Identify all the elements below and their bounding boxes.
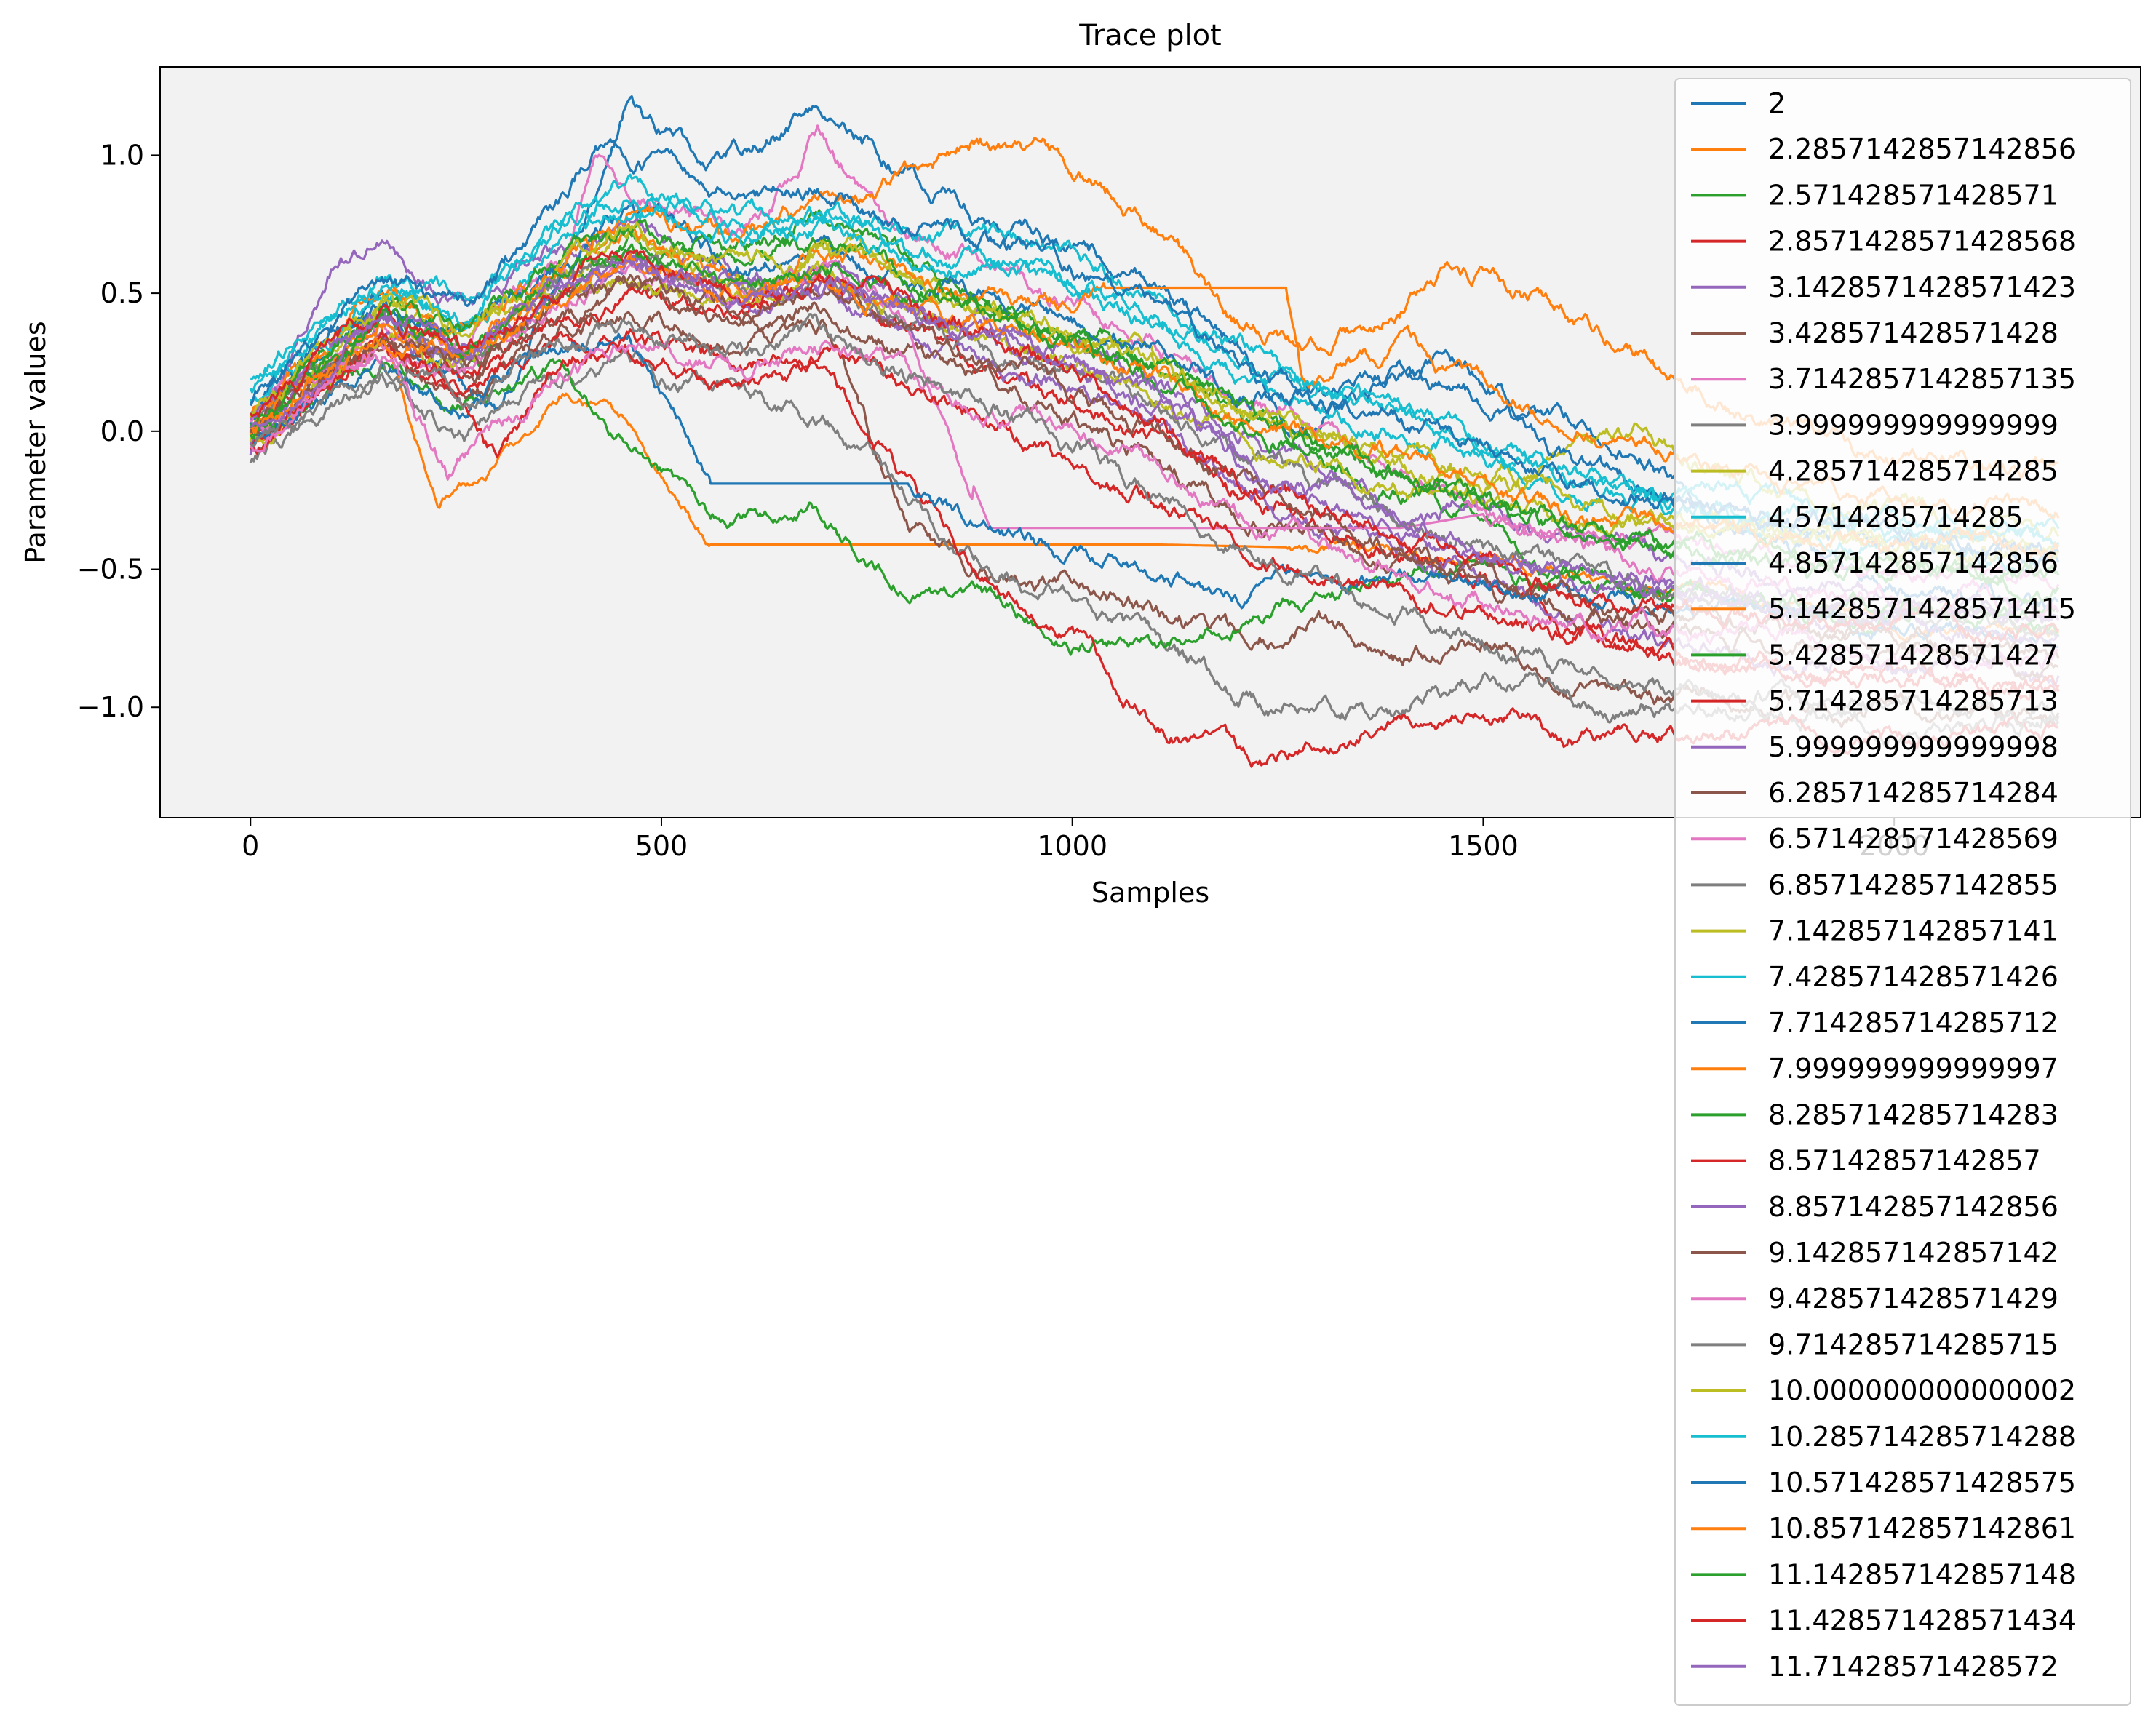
legend-label: 11.142857142857148 bbox=[1768, 1558, 2076, 1590]
legend-label: 2.2857142857142856 bbox=[1768, 133, 2076, 165]
plot-frame bbox=[159, 66, 2141, 818]
legend-label: 10.000000000000002 bbox=[1768, 1375, 2076, 1407]
chart-title: Trace plot bbox=[1078, 19, 1222, 52]
y-tick-label: 0.5 bbox=[100, 277, 144, 309]
legend: 2 2.2857142857142856 2.571428571428571 2.85… bbox=[1674, 78, 2131, 1706]
legend-label: 2.8571428571428568 bbox=[1768, 226, 2076, 258]
legend-label: 9.428571428571429 bbox=[1768, 1283, 2058, 1315]
y-tick-label: −0.5 bbox=[77, 554, 144, 586]
x-tick-label: 1000 bbox=[1037, 830, 1107, 862]
legend-label: 3.428571428571428 bbox=[1768, 317, 2058, 349]
legend-label: 6.285714285714284 bbox=[1768, 777, 2058, 809]
legend-label: 8.57142857142857 bbox=[1768, 1145, 2041, 1177]
y-tick-label: 0.0 bbox=[100, 415, 144, 447]
legend-label: 2.571428571428571 bbox=[1768, 179, 2058, 211]
legend-label: 10.285714285714288 bbox=[1768, 1421, 2076, 1453]
legend-label: 6.857142857142855 bbox=[1768, 869, 2058, 901]
x-tick-label: 1500 bbox=[1448, 830, 1519, 862]
y-tick-label: 1.0 bbox=[100, 139, 144, 171]
legend-label: 8.285714285714283 bbox=[1768, 1098, 2058, 1130]
legend-label: 9.714285714285715 bbox=[1768, 1328, 2058, 1360]
legend-label: 5.714285714285713 bbox=[1768, 685, 2058, 717]
legend-label: 3.999999999999999 bbox=[1768, 409, 2058, 441]
legend-label: 6.571428571428569 bbox=[1768, 823, 2058, 855]
legend-label: 11.71428571428572 bbox=[1768, 1651, 2058, 1683]
legend-label: 8.857142857142856 bbox=[1768, 1191, 2058, 1223]
legend-label: 4.5714285714285 bbox=[1768, 501, 2024, 533]
legend-label: 7.142857142857141 bbox=[1768, 915, 2058, 947]
y-axis-label: Parameter values bbox=[20, 321, 52, 563]
legend-label: 5.1428571428571415 bbox=[1768, 593, 2076, 625]
legend-label: 7.428571428571426 bbox=[1768, 961, 2058, 993]
legend-label: 4.857142857142856 bbox=[1768, 547, 2058, 579]
legend-label: 4.285714285714285 bbox=[1768, 455, 2058, 487]
legend-label: 7.999999999999997 bbox=[1768, 1053, 2058, 1085]
legend-label: 11.428571428571434 bbox=[1768, 1605, 2076, 1637]
y-axis: −1.0 −0.5 0.0 0.5 1.0 bbox=[77, 139, 160, 723]
legend-label: 5.428571428571427 bbox=[1768, 639, 2058, 671]
x-tick-label: 0 bbox=[242, 830, 259, 862]
y-tick-label: −1.0 bbox=[77, 691, 144, 723]
legend-label: 7.714285714285712 bbox=[1768, 1007, 2058, 1039]
legend-label: 5.999999999999998 bbox=[1768, 731, 2058, 763]
legend-label: 3.7142857142857135 bbox=[1768, 363, 2076, 395]
x-axis-label: Samples bbox=[1091, 877, 1209, 909]
legend-box bbox=[1674, 78, 2131, 1706]
legend-label: 2 bbox=[1768, 87, 1786, 119]
legend-label: 10.857142857142861 bbox=[1768, 1512, 2076, 1544]
legend-label: 10.571428571428575 bbox=[1768, 1467, 2076, 1499]
x-tick-label: 500 bbox=[635, 830, 688, 862]
legend-label: 9.142857142857142 bbox=[1768, 1237, 2058, 1269]
legend-label: 3.1428571428571423 bbox=[1768, 271, 2076, 303]
